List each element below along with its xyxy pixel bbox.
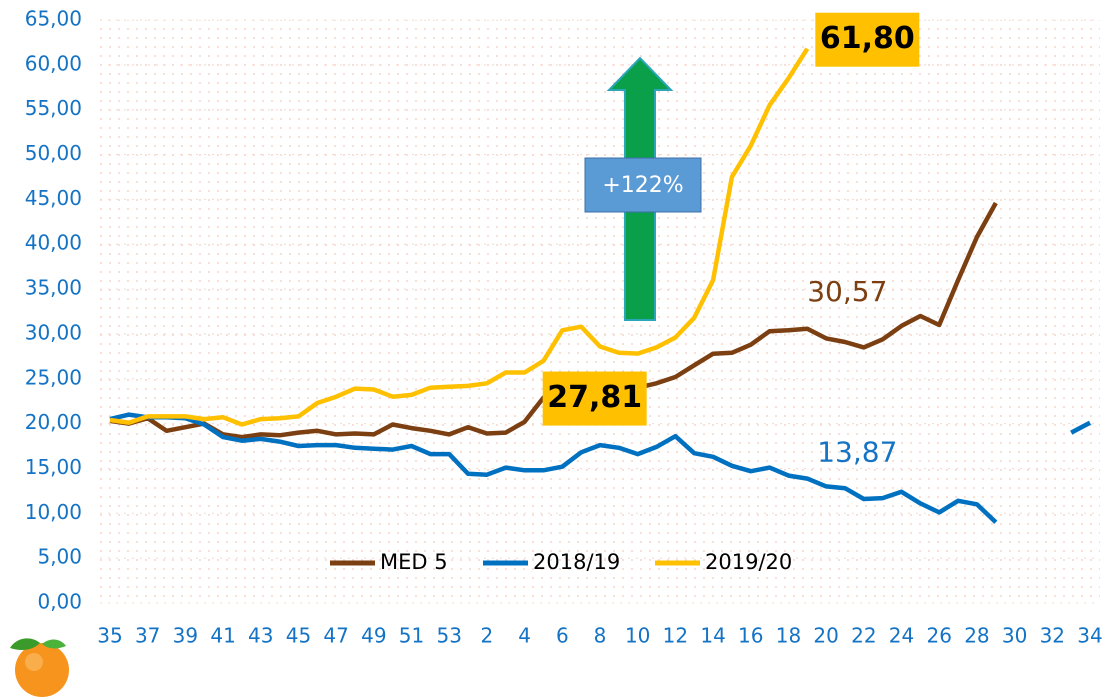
y-tick-label: 35,00 (25, 276, 82, 300)
legend-label: 2018/19 (533, 550, 620, 574)
legend-label: 2019/20 (705, 550, 792, 574)
x-tick-label: 32 (1040, 624, 1065, 648)
value-label: 13,87 (817, 436, 897, 469)
x-tick-label: 12 (663, 624, 688, 648)
x-tick-label: 45 (286, 624, 311, 648)
x-tick-label: 18 (776, 624, 801, 648)
x-tick-label: 6 (556, 624, 569, 648)
x-tick-label: 30 (1002, 624, 1027, 648)
y-tick-label: 5,00 (37, 545, 82, 569)
y-tick-label: 40,00 (25, 231, 82, 255)
x-tick-label: 16 (738, 624, 763, 648)
x-tick-label: 47 (323, 624, 348, 648)
value-label-box (542, 371, 647, 426)
x-tick-label: 35 (97, 624, 122, 648)
x-tick-label: 51 (399, 624, 424, 648)
x-tick-label: 20 (813, 624, 838, 648)
legend-label: MED 5 (380, 550, 448, 574)
y-tick-label: 0,00 (37, 590, 82, 614)
y-tick-label: 60,00 (25, 51, 82, 75)
y-tick-label: 50,00 (25, 141, 82, 165)
x-tick-label: 34 (1077, 624, 1102, 648)
value-label: 61,80 (820, 21, 915, 56)
value-label: 30,57 (807, 275, 887, 308)
y-tick-label: 25,00 (25, 365, 82, 389)
x-tick-label: 53 (437, 624, 462, 648)
y-tick-label: 10,00 (25, 500, 82, 524)
orange-icon (10, 638, 69, 697)
x-tick-label: 24 (889, 624, 914, 648)
x-tick-label: 49 (361, 624, 386, 648)
x-tick-label: 10 (625, 624, 650, 648)
x-tick-label: 39 (173, 624, 198, 648)
x-tick-label: 8 (594, 624, 607, 648)
x-tick-label: 22 (851, 624, 876, 648)
x-tick-label: 14 (700, 624, 725, 648)
y-tick-label: 30,00 (25, 320, 82, 344)
x-tick-label: 28 (964, 624, 989, 648)
y-tick-label: 45,00 (25, 186, 82, 210)
y-tick-label: 15,00 (25, 455, 82, 479)
series-line (109, 47, 810, 427)
y-tick-label: 20,00 (25, 410, 82, 434)
annotation: +122% (602, 173, 683, 198)
x-tick-label: 43 (248, 624, 273, 648)
x-tick-label: 4 (518, 624, 531, 648)
y-tick-label: 55,00 (25, 96, 82, 120)
series-line (109, 412, 1092, 524)
annotation-box (584, 157, 702, 213)
value-label-box (815, 12, 920, 67)
x-tick-label: 2 (481, 624, 494, 648)
x-tick-label: 26 (927, 624, 952, 648)
y-tick-label: 65,00 (25, 7, 82, 31)
value-label: 27,81 (547, 380, 642, 415)
plot-background (100, 20, 1100, 603)
x-tick-label: 41 (210, 624, 235, 648)
x-tick-label: 37 (135, 624, 160, 648)
